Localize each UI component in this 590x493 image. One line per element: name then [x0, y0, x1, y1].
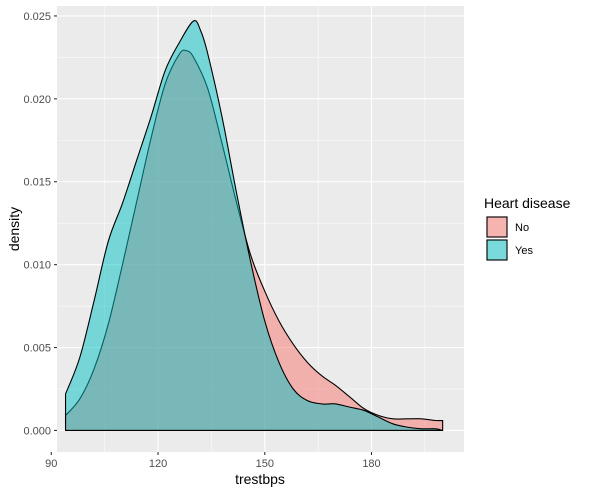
- y-axis-title: density: [6, 207, 22, 251]
- x-tick-label: 180: [362, 458, 380, 470]
- legend-swatch-no: [486, 216, 508, 238]
- y-axis: 0.000 0.005 0.010 0.015 0.020 0.025: [23, 11, 57, 437]
- density-area-yes: [64, 20, 443, 431]
- y-tick-label: 0.015: [23, 177, 51, 189]
- y-tick-label: 0.005: [23, 343, 51, 355]
- x-axis: 90 120 150 180: [45, 452, 381, 470]
- legend-keys: No Yes: [486, 216, 533, 261]
- legend-title: Heart disease: [484, 195, 571, 211]
- y-tick-label: 0.020: [23, 94, 51, 106]
- density-areas: [64, 20, 444, 431]
- legend-label-yes: Yes: [515, 245, 533, 257]
- legend-label-no: No: [515, 222, 529, 234]
- x-axis-title: trestbps: [235, 471, 285, 487]
- legend-swatch-yes: [486, 239, 508, 261]
- x-tick-label: 90: [45, 458, 57, 470]
- x-tick-label: 150: [256, 458, 274, 470]
- y-tick-label: 0.010: [23, 260, 51, 272]
- legend: Heart disease No Yes: [484, 195, 571, 261]
- y-tick-label: 0.000: [23, 425, 51, 437]
- y-tick-label: 0.025: [23, 11, 51, 23]
- x-tick-label: 120: [149, 458, 167, 470]
